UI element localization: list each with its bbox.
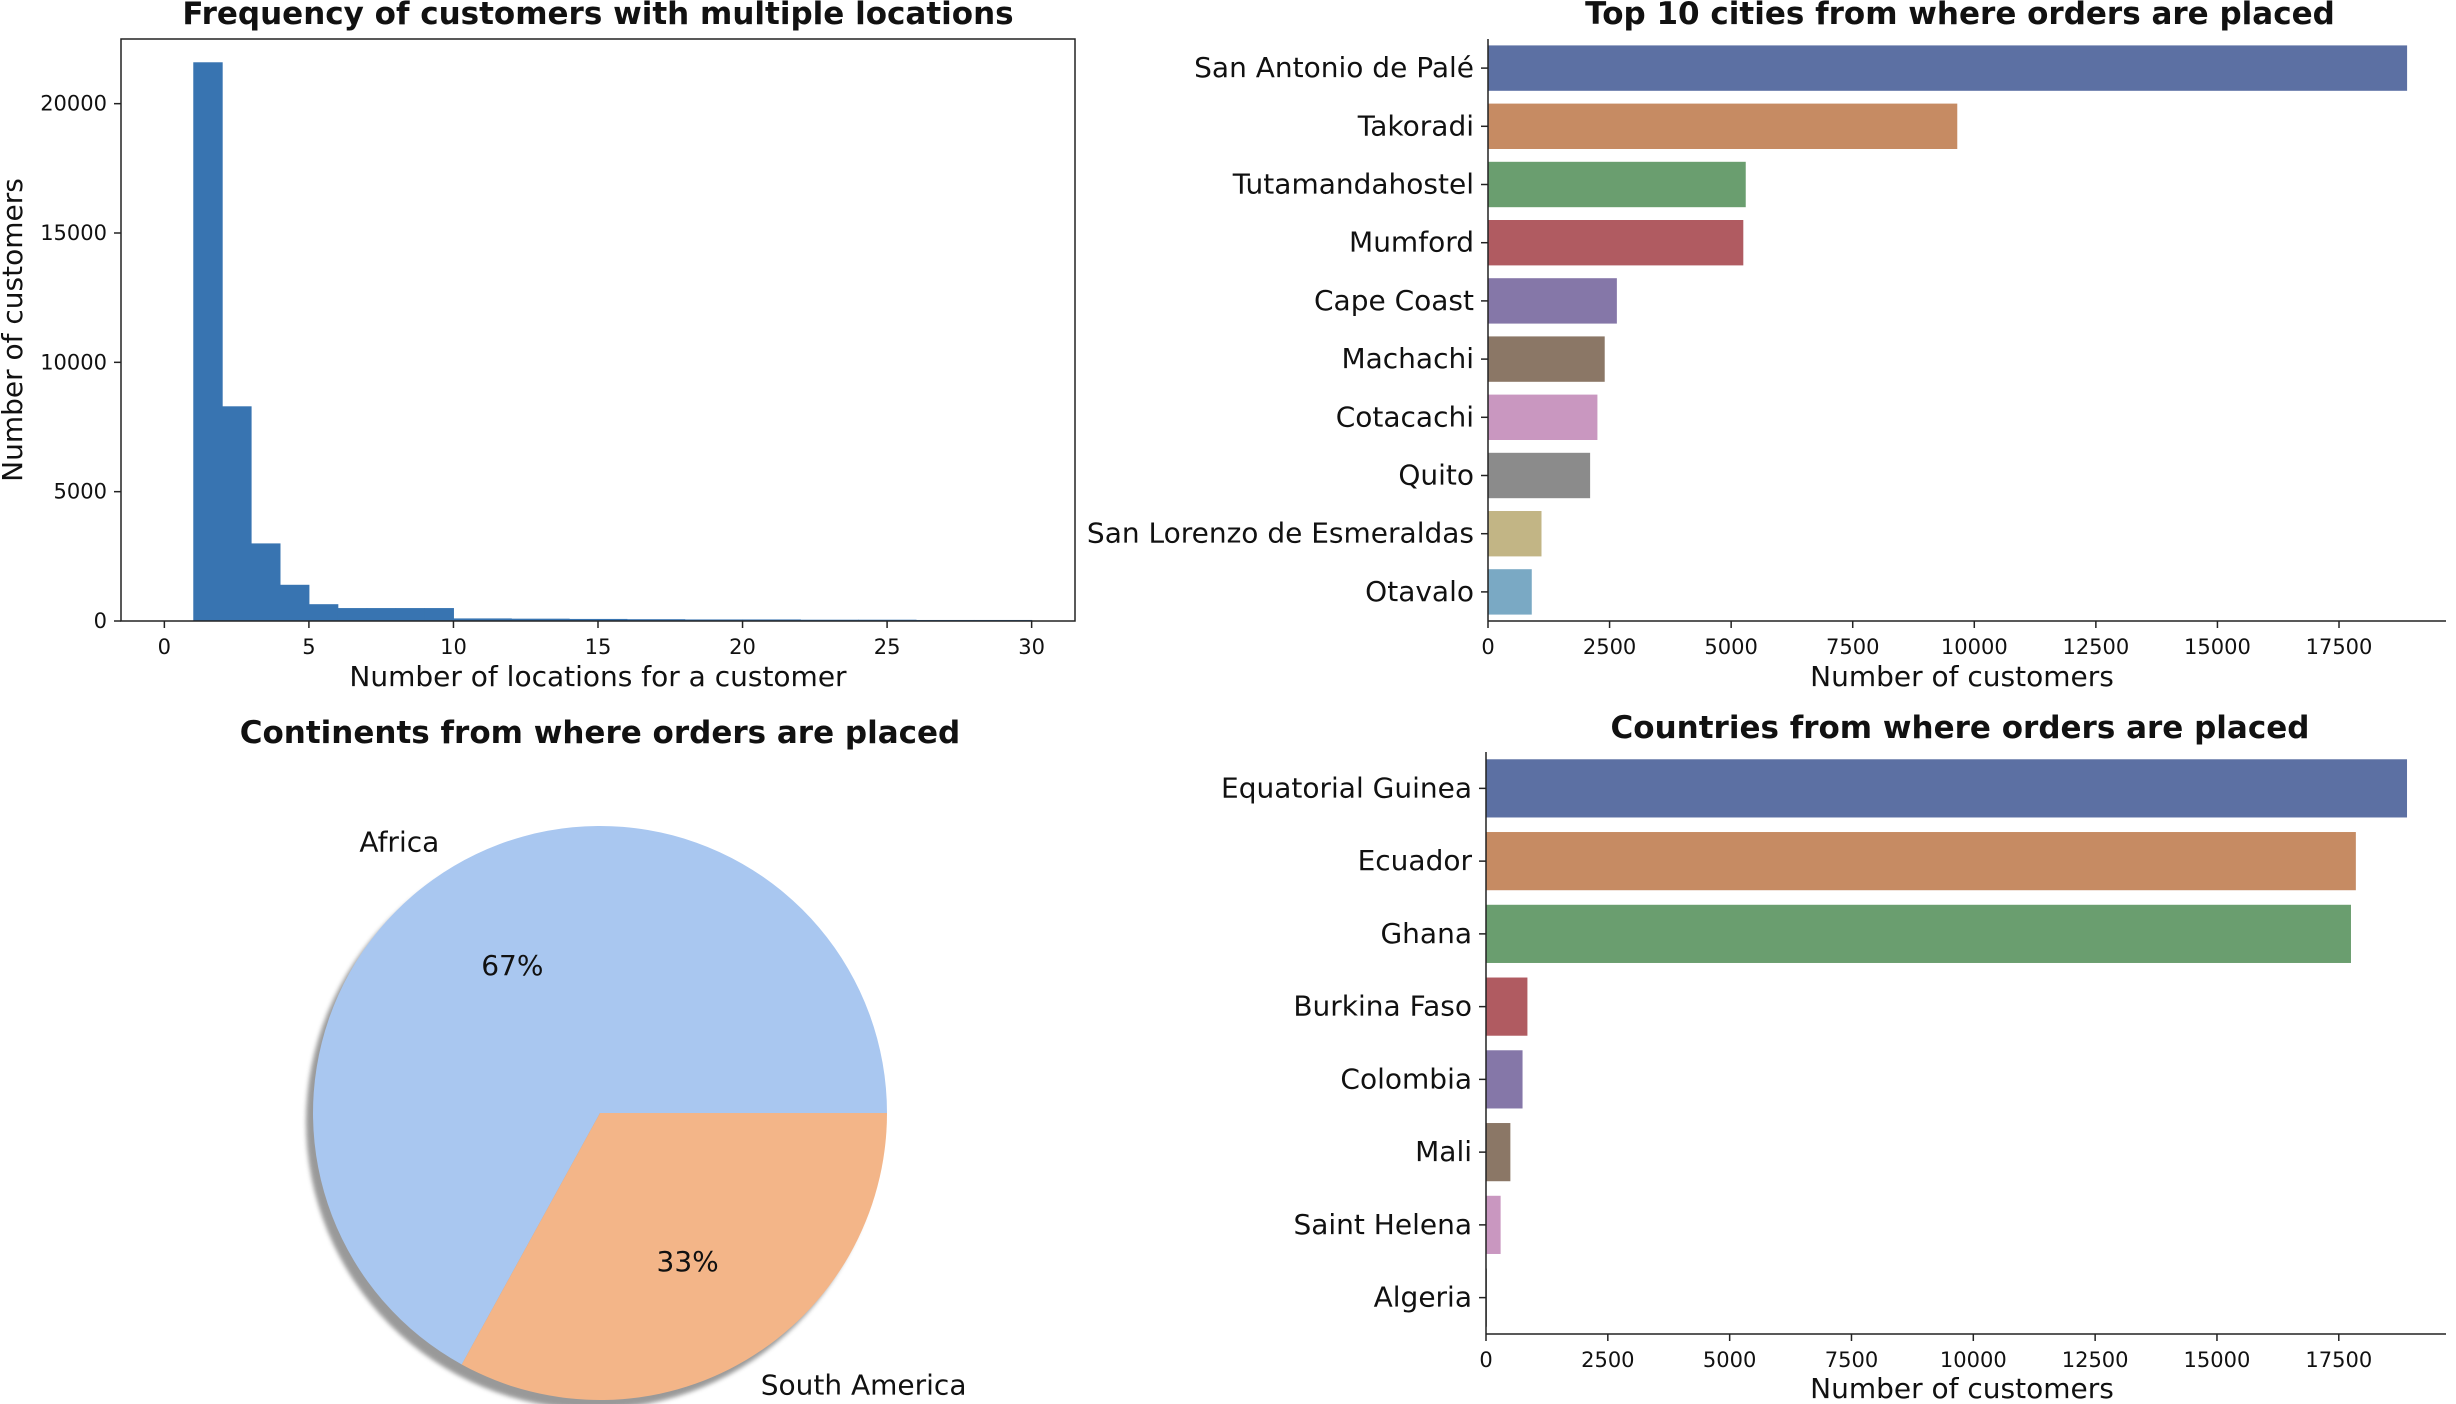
- countries-bar-0: [1486, 759, 2408, 818]
- cities-xtick-label: 10000: [1941, 635, 2008, 659]
- countries-xtick-label: 0: [1479, 1348, 1492, 1372]
- pie-category-label: South America: [761, 1369, 967, 1402]
- countries-xtick-label: 10000: [1940, 1348, 2007, 1372]
- cities-category-label: Mumford: [1349, 226, 1474, 259]
- pie-pct-label: 67%: [481, 949, 543, 982]
- histogram-bar-3: [280, 584, 310, 621]
- cities-bar-chart: Top 10 cities from where orders are plac…: [1087, 0, 2446, 693]
- countries-category-label: Colombia: [1340, 1062, 1472, 1095]
- histogram-bar-12: [626, 619, 686, 621]
- histogram-bar-11: [569, 618, 628, 621]
- countries-bar-chart: Countries from where orders are placed E…: [1221, 710, 2446, 1404]
- cities-bar-5: [1488, 336, 1605, 382]
- histogram-axes-frame: [120, 38, 1076, 622]
- countries-xtick-label: 17500: [2305, 1348, 2372, 1372]
- histogram-xtick-label: 25: [874, 635, 901, 659]
- histogram-title: Frequency of customers with multiple loc…: [182, 0, 1013, 32]
- histogram-ytick-label: 5000: [54, 480, 107, 504]
- countries-bar-4: [1486, 1050, 1523, 1109]
- histogram-xlabel: Number of locations for a customer: [349, 660, 847, 693]
- histogram-bar-14: [742, 619, 801, 621]
- cities-category-label: Quito: [1398, 459, 1474, 492]
- histogram-xtick-label: 0: [158, 635, 171, 659]
- countries-category-label: Algeria: [1374, 1281, 1472, 1314]
- cities-xtick-label: 17500: [2306, 635, 2373, 659]
- countries-xtick-label: 12500: [2062, 1348, 2129, 1372]
- histogram-xtick-label: 20: [729, 635, 756, 659]
- countries-category-label: Ecuador: [1358, 844, 1473, 877]
- countries-category-label: Ghana: [1380, 917, 1472, 950]
- countries-bar-3: [1486, 977, 1528, 1036]
- countries-title: Countries from where orders are placed: [1611, 710, 2310, 746]
- cities-category-label: Machachi: [1341, 342, 1474, 375]
- cities-bar-6: [1488, 394, 1598, 440]
- cities-bar-1: [1488, 103, 1958, 149]
- pie-pct-label: 33%: [657, 1245, 719, 1278]
- cities-bar-0: [1488, 45, 2408, 91]
- histogram-bar-13: [684, 619, 744, 621]
- pie-slice-africa: [313, 826, 887, 1365]
- histogram-ylabel: Number of customers: [0, 178, 29, 482]
- histogram-xtick-label: 10: [440, 635, 467, 659]
- cities-category-label: Otavalo: [1365, 575, 1474, 608]
- countries-category-label: Saint Helena: [1293, 1208, 1472, 1241]
- histogram-bar-9: [453, 618, 512, 621]
- countries-category-label: Equatorial Guinea: [1221, 771, 1472, 804]
- histogram-bar-8: [424, 608, 454, 621]
- pie-category-label: Africa: [359, 825, 439, 858]
- histogram-ytick-label: 0: [94, 609, 107, 633]
- cities-category-label: San Antonio de Palé: [1194, 51, 1474, 84]
- histogram-ytick-label: 15000: [40, 221, 107, 245]
- countries-bar-5: [1486, 1123, 1511, 1182]
- histogram-bar-0: [193, 62, 223, 621]
- countries-bar-6: [1486, 1195, 1501, 1254]
- cities-bar-3: [1488, 220, 1744, 266]
- cities-xtick-label: 12500: [2062, 635, 2129, 659]
- cities-xtick-label: 5000: [1704, 635, 1757, 659]
- cities-bar-8: [1488, 511, 1542, 557]
- histogram-bar-2: [251, 543, 281, 621]
- countries-xtick-label: 15000: [2184, 1348, 2251, 1372]
- cities-xtick-label: 15000: [2184, 635, 2251, 659]
- countries-bar-1: [1486, 832, 2356, 891]
- histogram-ytick-label: 10000: [40, 350, 107, 374]
- countries-xtick-label: 5000: [1703, 1348, 1756, 1372]
- countries-bar-2: [1486, 904, 2351, 963]
- histogram-bar-5: [337, 608, 368, 621]
- cities-title: Top 10 cities from where orders are plac…: [1585, 0, 2335, 32]
- pie-title: Continents from where orders are placed: [240, 715, 960, 751]
- cities-xtick-label: 2500: [1583, 635, 1636, 659]
- continents-pie-chart: Continents from where orders are placed …: [240, 715, 967, 1404]
- countries-xtick-label: 2500: [1581, 1348, 1634, 1372]
- cities-xtick-label: 7500: [1826, 635, 1879, 659]
- histogram-xtick-label: 15: [585, 635, 612, 659]
- countries-category-label: Burkina Faso: [1293, 990, 1472, 1023]
- histogram-xtick-label: 30: [1018, 635, 1045, 659]
- cities-bar-2: [1488, 161, 1746, 208]
- pie-slice-south-america: [461, 1113, 887, 1400]
- histogram-ytick-label: 20000: [40, 92, 107, 116]
- histogram-bar-1: [222, 406, 252, 621]
- countries-category-label: Mali: [1415, 1135, 1472, 1168]
- countries-xlabel: Number of customers: [1810, 1372, 2114, 1404]
- histogram-bar-10: [511, 618, 570, 621]
- cities-category-label: Cotacachi: [1336, 400, 1474, 433]
- histogram-xtick-label: 5: [302, 635, 315, 659]
- cities-bar-7: [1488, 452, 1591, 499]
- histogram-bar-6: [366, 608, 397, 621]
- cities-category-label: San Lorenzo de Esmeraldas: [1087, 517, 1474, 550]
- cities-xtick-label: 0: [1481, 635, 1494, 659]
- countries-xtick-label: 7500: [1825, 1348, 1878, 1372]
- cities-xlabel: Number of customers: [1810, 660, 2114, 693]
- cities-bar-4: [1488, 278, 1617, 324]
- histogram-bar-7: [395, 608, 426, 621]
- cities-category-label: Cape Coast: [1314, 284, 1474, 317]
- cities-category-label: Takoradi: [1357, 109, 1474, 142]
- histogram-chart: Frequency of customers with multiple loc…: [0, 0, 1076, 693]
- histogram-bar-4: [308, 604, 339, 621]
- cities-bar-9: [1488, 569, 1532, 615]
- cities-category-label: Tutamandahostel: [1232, 168, 1474, 201]
